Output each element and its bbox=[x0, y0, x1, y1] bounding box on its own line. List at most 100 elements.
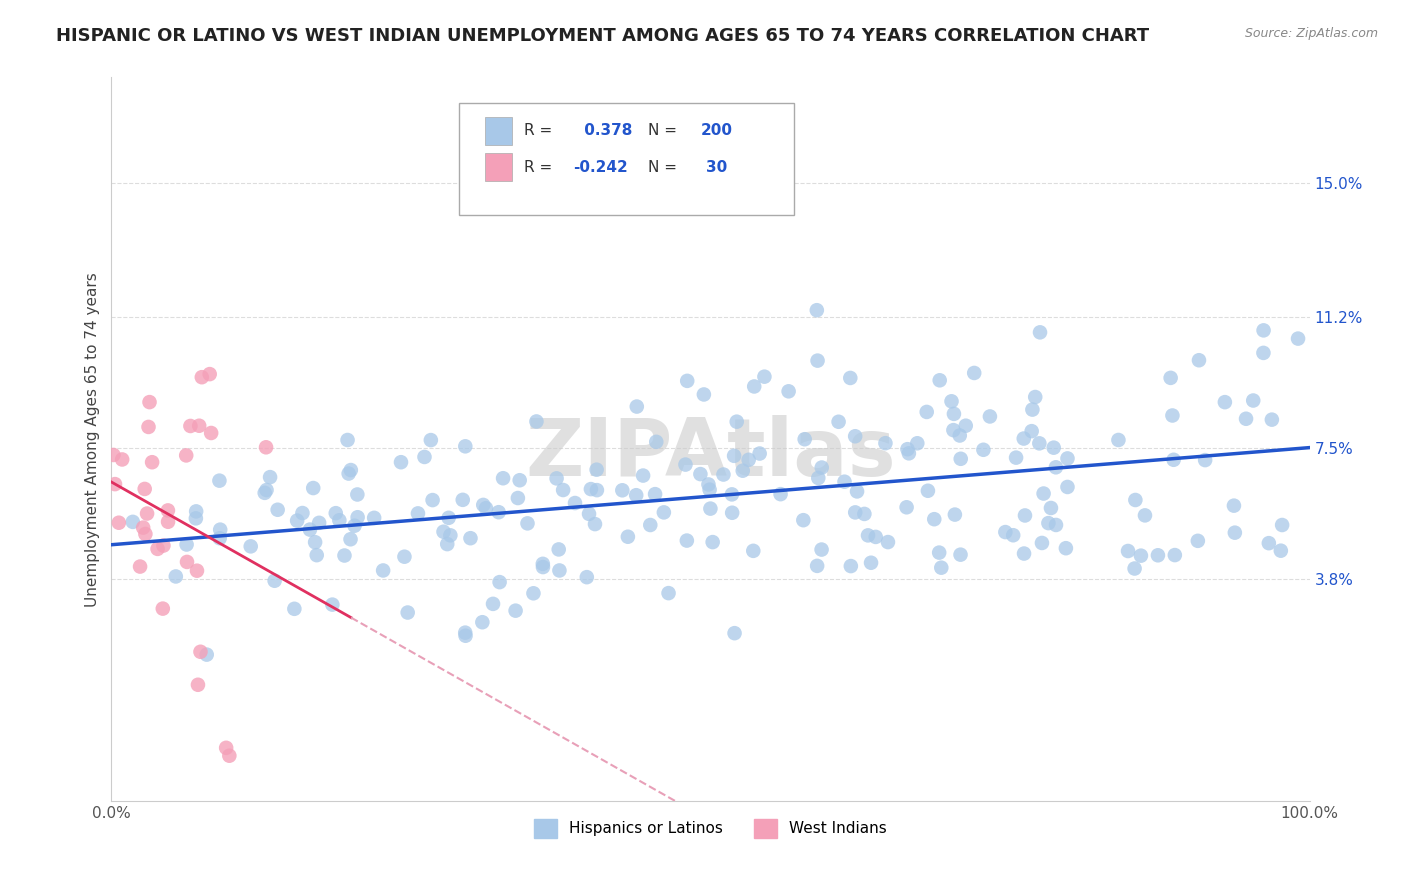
Point bbox=[806, 353, 828, 368]
Point bbox=[853, 507, 876, 521]
Point bbox=[699, 483, 721, 497]
Point bbox=[1261, 412, 1284, 426]
Point bbox=[254, 440, 277, 454]
Point bbox=[389, 455, 412, 469]
Point bbox=[949, 428, 972, 442]
Point bbox=[291, 506, 314, 520]
Point bbox=[346, 510, 368, 524]
Point bbox=[928, 373, 950, 387]
Point bbox=[846, 484, 869, 499]
Point bbox=[132, 520, 155, 534]
Point bbox=[1253, 346, 1275, 360]
Point bbox=[394, 549, 416, 564]
Point bbox=[827, 415, 849, 429]
Point bbox=[586, 483, 609, 497]
Point bbox=[259, 470, 281, 484]
Point bbox=[343, 518, 366, 533]
Point bbox=[1194, 453, 1216, 467]
Point bbox=[963, 366, 986, 380]
Point bbox=[413, 450, 436, 464]
Point bbox=[165, 569, 187, 583]
Y-axis label: Unemployment Among Ages 65 to 74 years: Unemployment Among Ages 65 to 74 years bbox=[86, 272, 100, 607]
Point bbox=[1056, 451, 1078, 466]
Point bbox=[1253, 323, 1275, 337]
Point bbox=[108, 516, 131, 530]
Point bbox=[505, 604, 527, 618]
Point bbox=[640, 518, 662, 533]
Point bbox=[689, 467, 711, 481]
Point bbox=[723, 626, 745, 640]
Point bbox=[917, 483, 939, 498]
Text: ZIPAtlas: ZIPAtlas bbox=[526, 415, 896, 492]
Point bbox=[363, 511, 385, 525]
Point bbox=[141, 455, 163, 469]
Point bbox=[1133, 508, 1156, 523]
Point bbox=[340, 463, 363, 477]
Text: -0.242: -0.242 bbox=[572, 160, 627, 175]
Point bbox=[657, 586, 679, 600]
Point bbox=[187, 678, 209, 692]
Point bbox=[1038, 516, 1060, 530]
Point bbox=[200, 425, 222, 440]
Point bbox=[929, 560, 952, 574]
Point bbox=[702, 535, 724, 549]
Point bbox=[955, 418, 977, 433]
Text: R =: R = bbox=[523, 160, 557, 175]
Point bbox=[129, 559, 152, 574]
Point bbox=[422, 493, 444, 508]
Point bbox=[856, 528, 879, 542]
Point bbox=[839, 371, 862, 385]
Point bbox=[1164, 548, 1187, 562]
Point bbox=[1021, 424, 1043, 438]
Point bbox=[1257, 536, 1279, 550]
Point bbox=[1024, 390, 1046, 404]
Point bbox=[949, 451, 972, 466]
Point bbox=[1029, 326, 1052, 340]
Point bbox=[138, 395, 160, 409]
Text: 200: 200 bbox=[702, 123, 733, 138]
Point bbox=[742, 544, 765, 558]
Point bbox=[266, 502, 288, 516]
FancyBboxPatch shape bbox=[458, 103, 794, 215]
Point bbox=[1125, 493, 1147, 508]
Point bbox=[713, 467, 735, 482]
Point bbox=[748, 446, 770, 460]
Point bbox=[1005, 450, 1028, 465]
Point bbox=[195, 648, 218, 662]
Point bbox=[454, 439, 477, 453]
Point bbox=[844, 429, 866, 443]
Point bbox=[548, 564, 571, 578]
Point bbox=[631, 468, 654, 483]
Point bbox=[531, 560, 554, 574]
Point bbox=[152, 601, 174, 615]
Point bbox=[860, 556, 883, 570]
Point bbox=[1163, 452, 1185, 467]
Point bbox=[723, 449, 745, 463]
Point bbox=[218, 748, 240, 763]
Point bbox=[184, 511, 207, 525]
Point bbox=[721, 506, 744, 520]
Point bbox=[285, 514, 308, 528]
Point bbox=[454, 629, 477, 643]
Point bbox=[922, 512, 945, 526]
Point bbox=[1042, 441, 1064, 455]
FancyBboxPatch shape bbox=[485, 117, 512, 145]
Point bbox=[834, 475, 856, 489]
Point bbox=[742, 379, 765, 393]
Point bbox=[186, 504, 208, 518]
Point bbox=[460, 531, 482, 545]
Point bbox=[337, 467, 360, 481]
Text: R =: R = bbox=[523, 123, 557, 138]
Text: N =: N = bbox=[648, 123, 682, 138]
Point bbox=[298, 523, 321, 537]
Point bbox=[737, 452, 759, 467]
Point bbox=[1188, 353, 1211, 368]
Point bbox=[754, 369, 776, 384]
Point bbox=[994, 525, 1017, 540]
Point bbox=[721, 487, 744, 501]
Point bbox=[676, 533, 699, 548]
Text: 30: 30 bbox=[706, 160, 727, 175]
Point bbox=[564, 496, 586, 510]
Point bbox=[179, 419, 201, 434]
Point bbox=[941, 394, 963, 409]
